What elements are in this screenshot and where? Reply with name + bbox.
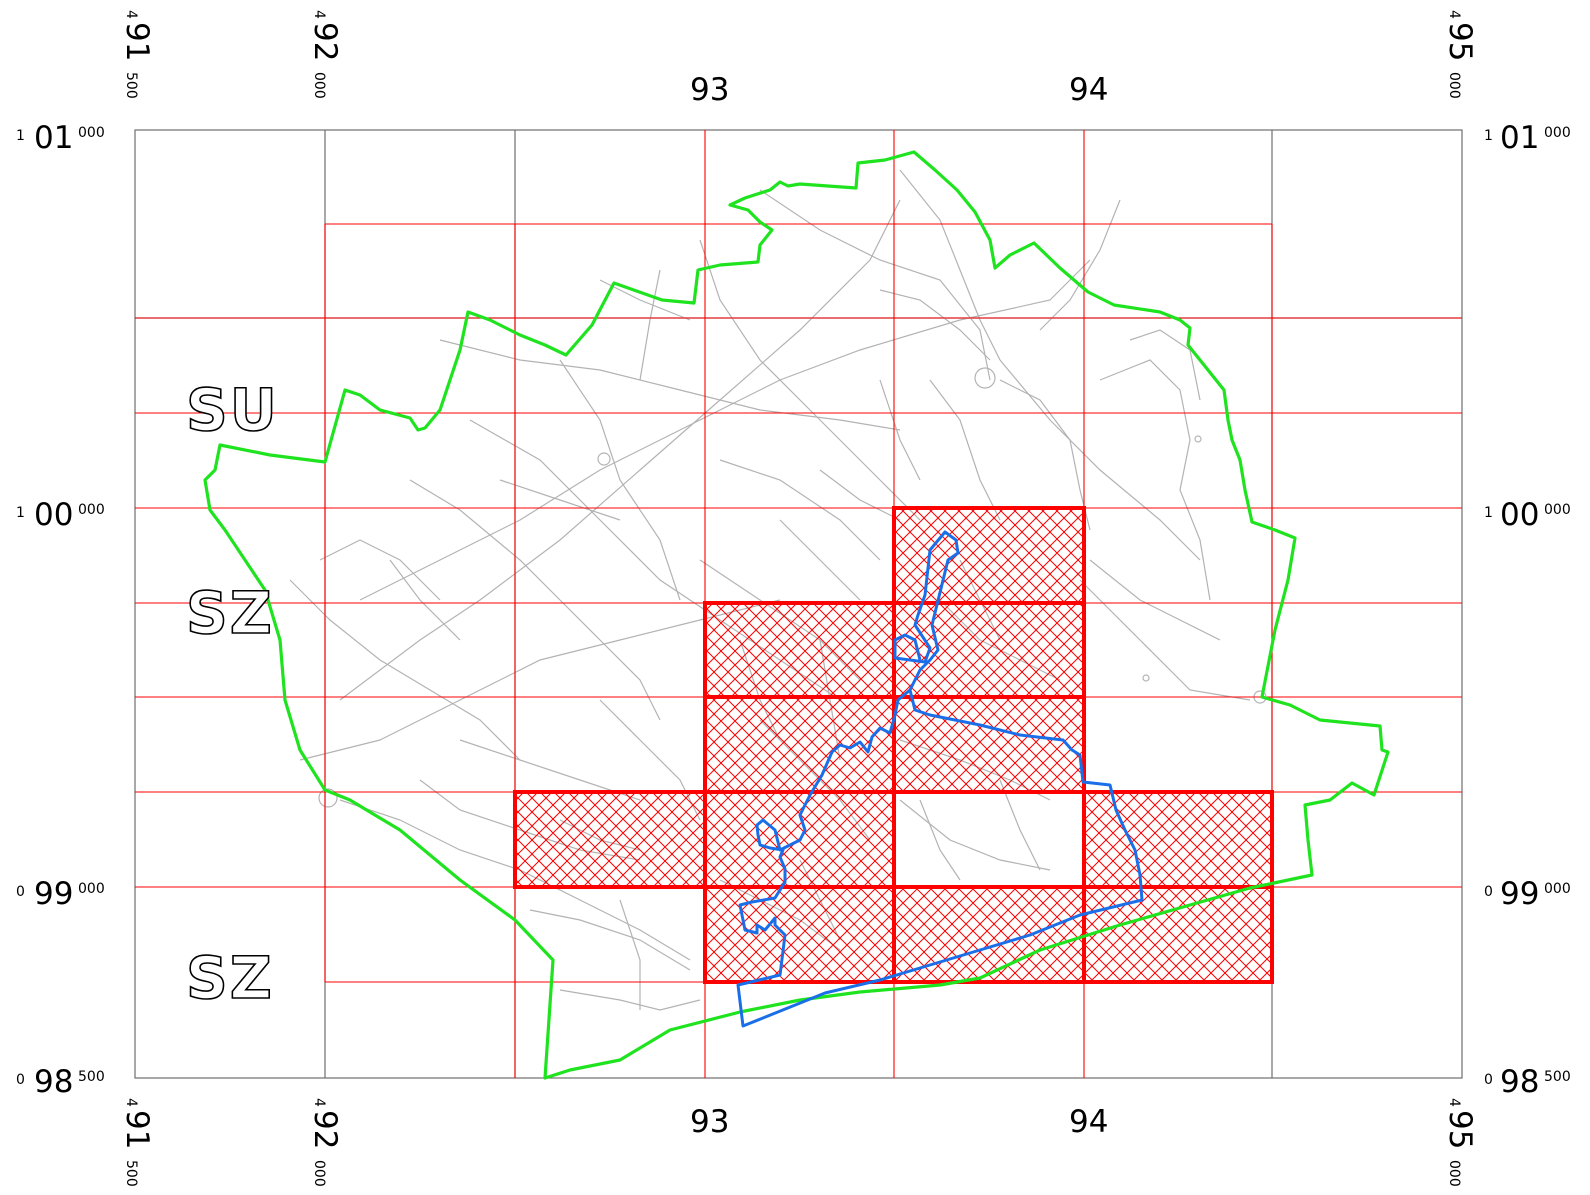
y-label-99000-left: 0 99 000 [16,876,105,912]
svg-text:91: 91 [119,1110,155,1149]
svg-text:000: 000 [1544,502,1571,518]
svg-text:500: 500 [123,1160,139,1187]
svg-text:000: 000 [311,1160,327,1187]
svg-text:000: 000 [78,881,105,897]
svg-text:000: 000 [78,125,105,141]
y-label-98500-right: 0 98 500 [1484,1064,1571,1100]
svg-text:000: 000 [1446,72,1462,99]
x-label-94-bottom: 94 [1069,1104,1108,1140]
svg-text:99: 99 [34,876,73,912]
svg-text:4: 4 [311,1098,327,1107]
svg-text:1: 1 [16,128,25,144]
svg-text:4: 4 [123,10,139,19]
highlight-square [513,790,707,889]
y-label-100000-right: 1 00 000 [1484,497,1571,533]
zone-label-su: SU [186,376,279,444]
highlight-square [892,601,1086,699]
svg-text:99: 99 [1500,876,1539,912]
svg-text:500: 500 [78,1069,105,1085]
x-label-92000-bottom: 4 92 000 [307,1098,343,1187]
highlight-square [1082,790,1274,889]
x-label-92000-top: 4 92 000 [307,10,343,99]
highlight-square [892,506,1086,605]
svg-text:000: 000 [78,502,105,518]
svg-text:1: 1 [1484,128,1493,144]
green-boundary [203,150,1390,1080]
svg-text:92: 92 [307,1110,343,1149]
svg-text:95: 95 [1442,1110,1478,1149]
svg-text:0: 0 [1484,1072,1493,1088]
map-frame [134,129,1463,1079]
svg-text:1: 1 [16,505,25,521]
zone-label-sz-bottom: SZ [186,944,274,1012]
y-label-99000-right: 0 99 000 [1484,876,1571,912]
svg-text:4: 4 [1446,1098,1462,1107]
svg-text:98: 98 [34,1064,73,1100]
svg-text:00: 00 [34,497,73,533]
svg-text:000: 000 [311,72,327,99]
blue-route [736,530,1144,1028]
x-label-93-bottom: 93 [690,1104,729,1140]
svg-text:0: 0 [1484,884,1493,900]
svg-text:500: 500 [1544,1069,1571,1085]
svg-text:0: 0 [16,884,25,900]
x-label-91500-top: 4 91 500 [119,10,155,99]
y-label-101000-right: 1 01 000 [1484,120,1571,156]
svg-text:4: 4 [123,1098,139,1107]
svg-text:4: 4 [1446,10,1462,19]
zone-label-sz: SZ [186,579,274,647]
x-label-94-top: 94 [1069,72,1108,108]
svg-text:000: 000 [1544,881,1571,897]
svg-text:95: 95 [1442,22,1478,61]
svg-text:00: 00 [1500,497,1539,533]
x-label-93-top: 93 [690,72,729,108]
highlight-square [703,601,896,699]
svg-text:4: 4 [311,10,327,19]
highlighted-squares [513,506,1274,984]
svg-text:01: 01 [34,120,73,156]
y-label-101000-left: 1 01 000 [16,120,105,156]
svg-text:91: 91 [119,22,155,61]
x-label-95000-bottom: 4 95 000 [1442,1098,1478,1187]
y-label-98500-left: 0 98 500 [16,1064,105,1100]
highlight-square [703,695,896,794]
svg-text:500: 500 [123,72,139,99]
x-label-91500-bottom: 4 91 500 [119,1098,155,1187]
svg-text:01: 01 [1500,120,1539,156]
svg-text:92: 92 [307,22,343,61]
svg-text:98: 98 [1500,1064,1539,1100]
svg-text:0: 0 [16,1072,25,1088]
svg-text:000: 000 [1446,1160,1462,1187]
svg-text:000: 000 [1544,125,1571,141]
svg-text:1: 1 [1484,505,1493,521]
highlight-square [703,885,896,984]
y-label-100000-left: 1 00 000 [16,497,105,533]
highlight-square [1082,885,1274,984]
x-label-95000-top: 4 95 000 [1442,10,1478,99]
